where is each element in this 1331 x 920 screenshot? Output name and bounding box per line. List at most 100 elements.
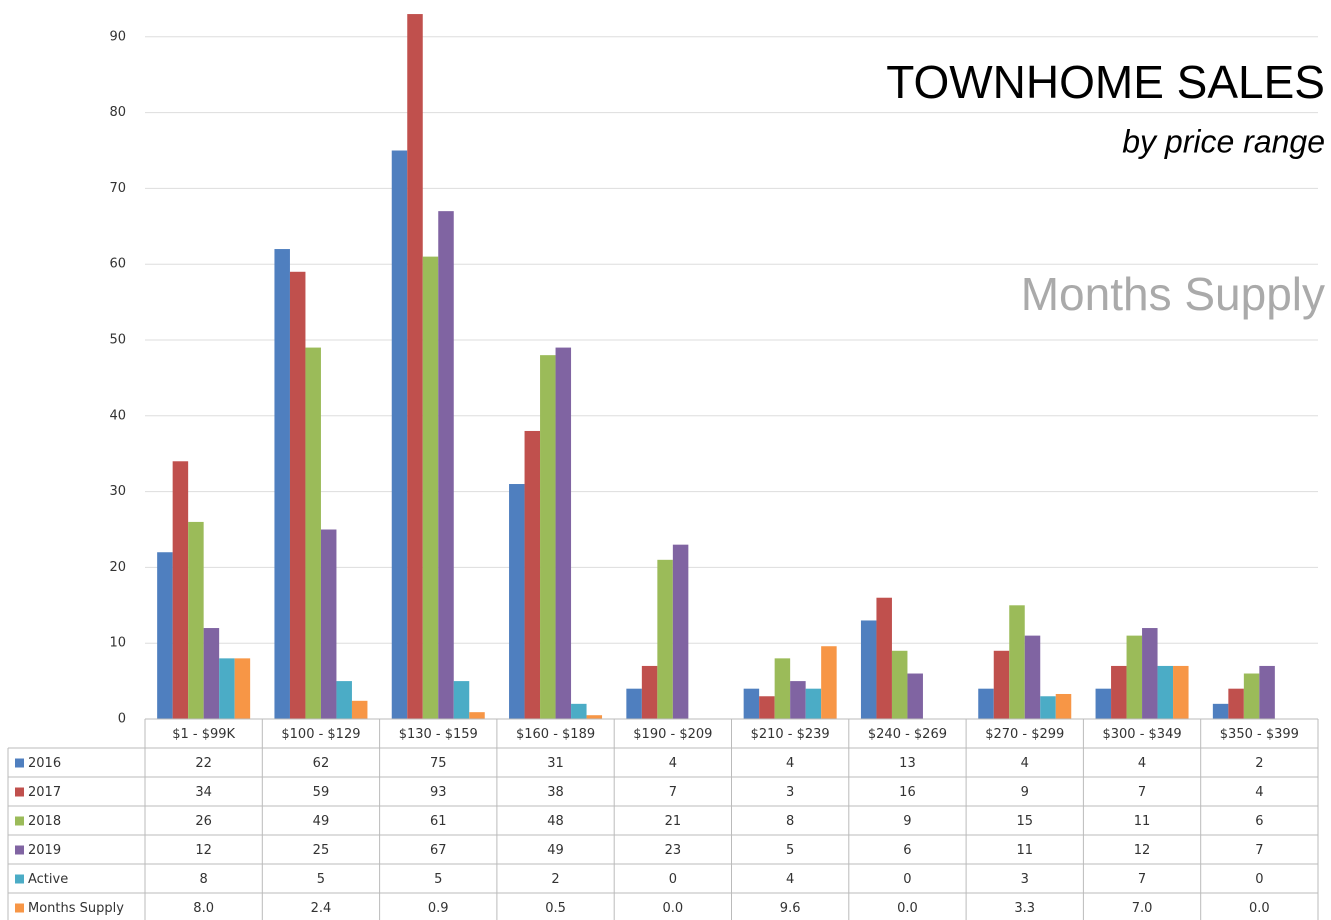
y-tick-label: 50: [109, 333, 126, 348]
x-tick-label: $210 - $239: [751, 727, 830, 742]
table-cell: 8.0: [193, 901, 214, 916]
table-cell: 22: [195, 756, 212, 771]
x-tick-label: $300 - $349: [1102, 727, 1181, 742]
legend-swatch: [15, 816, 24, 826]
bar: [1228, 688, 1244, 719]
bar: [993, 650, 1010, 719]
bar: [274, 249, 290, 720]
bar: [188, 521, 204, 719]
table-cell: 0: [669, 872, 677, 887]
bar: [790, 681, 806, 719]
bar: [641, 665, 658, 719]
legend-label: 2017: [28, 785, 61, 800]
bar: [876, 597, 892, 719]
bar: [907, 673, 923, 719]
bar: [157, 552, 173, 719]
bar: [336, 681, 352, 719]
table-cell: 4: [1255, 785, 1263, 800]
table-cell: 0.0: [897, 901, 918, 916]
table-cell: 0.5: [545, 901, 566, 916]
bar: [438, 211, 454, 719]
x-tick-label: $160 - $189: [516, 727, 595, 742]
table-cell: 2: [1255, 756, 1263, 771]
bar: [1259, 665, 1275, 719]
bar: [351, 700, 368, 719]
table-cell: 7: [669, 785, 677, 800]
bar: [657, 559, 673, 719]
table-cell: 3.3: [1014, 901, 1035, 916]
bar: [219, 658, 235, 719]
table-cell: 7: [1255, 843, 1263, 858]
bar: [391, 150, 408, 719]
table-cell: 23: [665, 843, 682, 858]
table-cell: 12: [1134, 843, 1151, 858]
table-cell: 15: [1016, 814, 1033, 829]
bar: [540, 355, 556, 719]
bar: [743, 688, 760, 719]
x-tick-label: $100 - $129: [281, 727, 360, 742]
bar: [774, 658, 791, 719]
x-tick-label: $130 - $159: [399, 727, 478, 742]
table-cell: 9.6: [780, 901, 801, 916]
table-cell: 93: [430, 785, 447, 800]
y-tick-label: 40: [109, 408, 126, 423]
y-tick-label: 90: [109, 29, 126, 44]
x-tick-label: $190 - $209: [633, 727, 712, 742]
bar: [203, 628, 220, 719]
table-cell: 2: [551, 872, 559, 887]
table-cell: 75: [430, 756, 447, 771]
annotation: Months Supply: [1021, 268, 1325, 320]
bar: [1212, 703, 1229, 719]
bar: [978, 688, 994, 719]
table-cell: 9: [1021, 785, 1029, 800]
legend-label: Active: [28, 872, 68, 887]
legend-swatch: [15, 874, 24, 884]
table-cell: 3: [786, 785, 794, 800]
bar: [320, 529, 337, 719]
table-cell: 11: [1134, 814, 1151, 829]
table-cell: 4: [1138, 756, 1146, 771]
table-cell: 7: [1138, 872, 1146, 887]
table-cell: 5: [317, 872, 325, 887]
bar: [1142, 628, 1158, 719]
y-tick-label: 0: [118, 712, 126, 727]
bar: [1024, 635, 1041, 719]
table-cell: 2.4: [311, 901, 332, 916]
table-cell: 8: [200, 872, 208, 887]
bar: [805, 688, 822, 719]
table-cell: 48: [547, 814, 564, 829]
bar: [586, 715, 603, 719]
legend-label: 2016: [28, 756, 61, 771]
x-tick-label: $240 - $269: [868, 727, 947, 742]
bar: [1111, 665, 1127, 719]
legend-swatch: [15, 903, 24, 913]
table-cell: 25: [313, 843, 330, 858]
table-cell: 3: [1021, 872, 1029, 887]
table-cell: 62: [313, 756, 330, 771]
y-tick-label: 80: [109, 105, 126, 120]
bar: [305, 347, 321, 719]
table-cell: 6: [1255, 814, 1263, 829]
bar: [1095, 688, 1112, 719]
bar: [1040, 696, 1056, 719]
table-cell: 4: [786, 756, 794, 771]
table-cell: 16: [899, 785, 916, 800]
table-cell: 21: [665, 814, 682, 829]
bar: [1243, 673, 1260, 719]
table-cell: 49: [547, 843, 564, 858]
legend-label: Months Supply: [28, 901, 124, 916]
table-cell: 4: [1021, 756, 1029, 771]
table-cell: 67: [430, 843, 447, 858]
bar: [453, 681, 470, 719]
y-tick-label: 10: [109, 636, 126, 651]
table-cell: 0: [903, 872, 911, 887]
legend-swatch: [15, 787, 24, 797]
table-cell: 26: [195, 814, 212, 829]
table-cell: 4: [786, 872, 794, 887]
y-tick-label: 60: [109, 257, 126, 272]
table-cell: 38: [547, 785, 564, 800]
bar: [1173, 665, 1189, 719]
table-cell: 5: [786, 843, 794, 858]
bar: [469, 712, 485, 719]
